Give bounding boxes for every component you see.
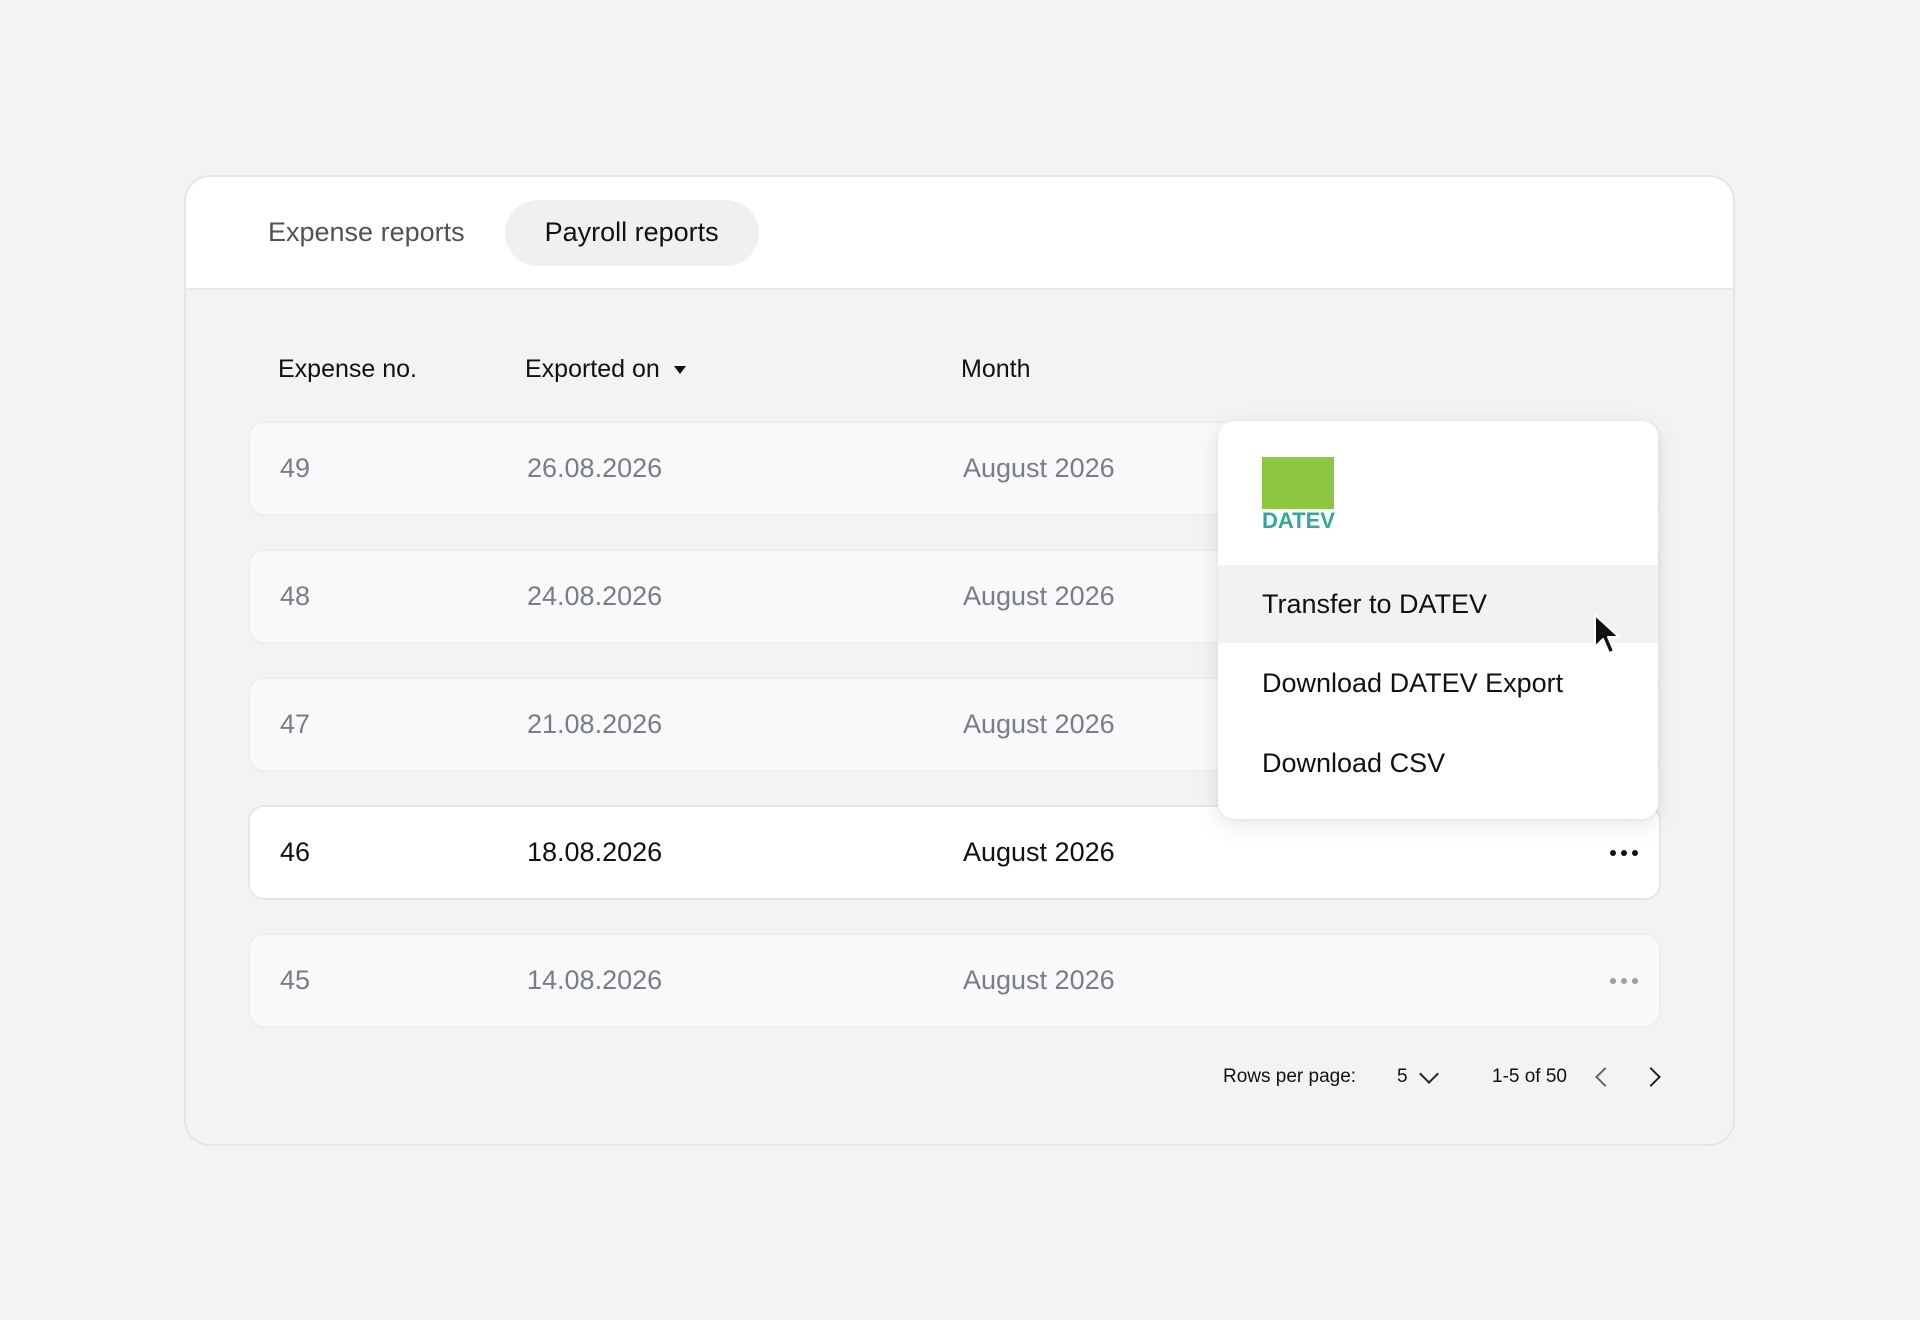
cell-expense-no: 46: [280, 837, 311, 867]
more-horizontal-icon: [1610, 977, 1638, 984]
cell-expense-no: 49: [280, 453, 311, 483]
tab-expense-reports[interactable]: Expense reports: [268, 217, 465, 247]
cell-month: August 2026: [963, 709, 1115, 739]
sort-descending-icon: [673, 365, 686, 374]
column-header-label: Exported on: [525, 355, 660, 383]
column-header-label: Month: [961, 355, 1031, 383]
datev-logo: DATEV: [1262, 457, 1335, 533]
menu-item-download-datev-export[interactable]: Download DATEV Export: [1262, 667, 1564, 698]
export-actions-menu: DATEV Transfer to DATEV Download DATEV E…: [1218, 421, 1658, 819]
cell-month: August 2026: [963, 581, 1115, 611]
table-header: Expense no. Exported on Month: [186, 355, 1733, 395]
pagination: Rows per page: 5 1-5 of 50: [186, 1057, 1733, 1097]
column-header-expense-no[interactable]: Expense no.: [278, 355, 417, 384]
cell-month: August 2026: [963, 837, 1115, 867]
column-header-exported-on[interactable]: Exported on: [525, 355, 686, 384]
cell-expense-no: 48: [280, 581, 311, 611]
more-actions-button[interactable]: [1602, 807, 1646, 898]
tab-payroll-reports[interactable]: Payroll reports: [504, 199, 759, 266]
cell-exported-on: 24.08.2026: [527, 581, 663, 611]
tabs-bar: Expense reports Payroll reports: [186, 177, 1733, 290]
cell-exported-on: 21.08.2026: [527, 709, 663, 739]
more-horizontal-icon: [1610, 849, 1638, 856]
cell-exported-on: 26.08.2026: [527, 453, 663, 483]
more-actions-button[interactable]: [1602, 935, 1646, 1026]
rows-per-page-label: Rows per page:: [1223, 1066, 1357, 1087]
chevron-left-icon: [1595, 1067, 1615, 1087]
rows-per-page-value: 5: [1397, 1066, 1408, 1087]
cell-month: August 2026: [963, 965, 1115, 995]
menu-item-transfer-to-datev[interactable]: Transfer to DATEV: [1218, 565, 1658, 643]
chevron-right-icon: [1641, 1067, 1661, 1087]
cell-exported-on: 18.08.2026: [527, 837, 663, 867]
cell-expense-no: 45: [280, 965, 311, 995]
cell-exported-on: 14.08.2026: [527, 965, 663, 995]
next-page-button[interactable]: [1636, 1057, 1666, 1097]
datev-logo-square: [1262, 457, 1334, 509]
menu-item-download-csv[interactable]: Download CSV: [1262, 747, 1446, 778]
previous-page-button[interactable]: [1590, 1057, 1620, 1097]
column-header-label: Expense no.: [278, 355, 417, 383]
table-row-selected[interactable]: 46 18.08.2026 August 2026: [248, 805, 1661, 900]
cell-month: August 2026: [963, 453, 1115, 483]
page-range: 1-5 of 50: [1492, 1066, 1567, 1087]
datev-logo-text: DATEV: [1262, 508, 1335, 533]
rows-per-page-select[interactable]: 5: [1397, 1057, 1439, 1097]
column-header-month[interactable]: Month: [961, 355, 1030, 384]
table-row[interactable]: 45 14.08.2026 August 2026: [248, 933, 1661, 1028]
cell-expense-no: 47: [280, 709, 311, 739]
chevron-down-icon: [1418, 1064, 1439, 1084]
